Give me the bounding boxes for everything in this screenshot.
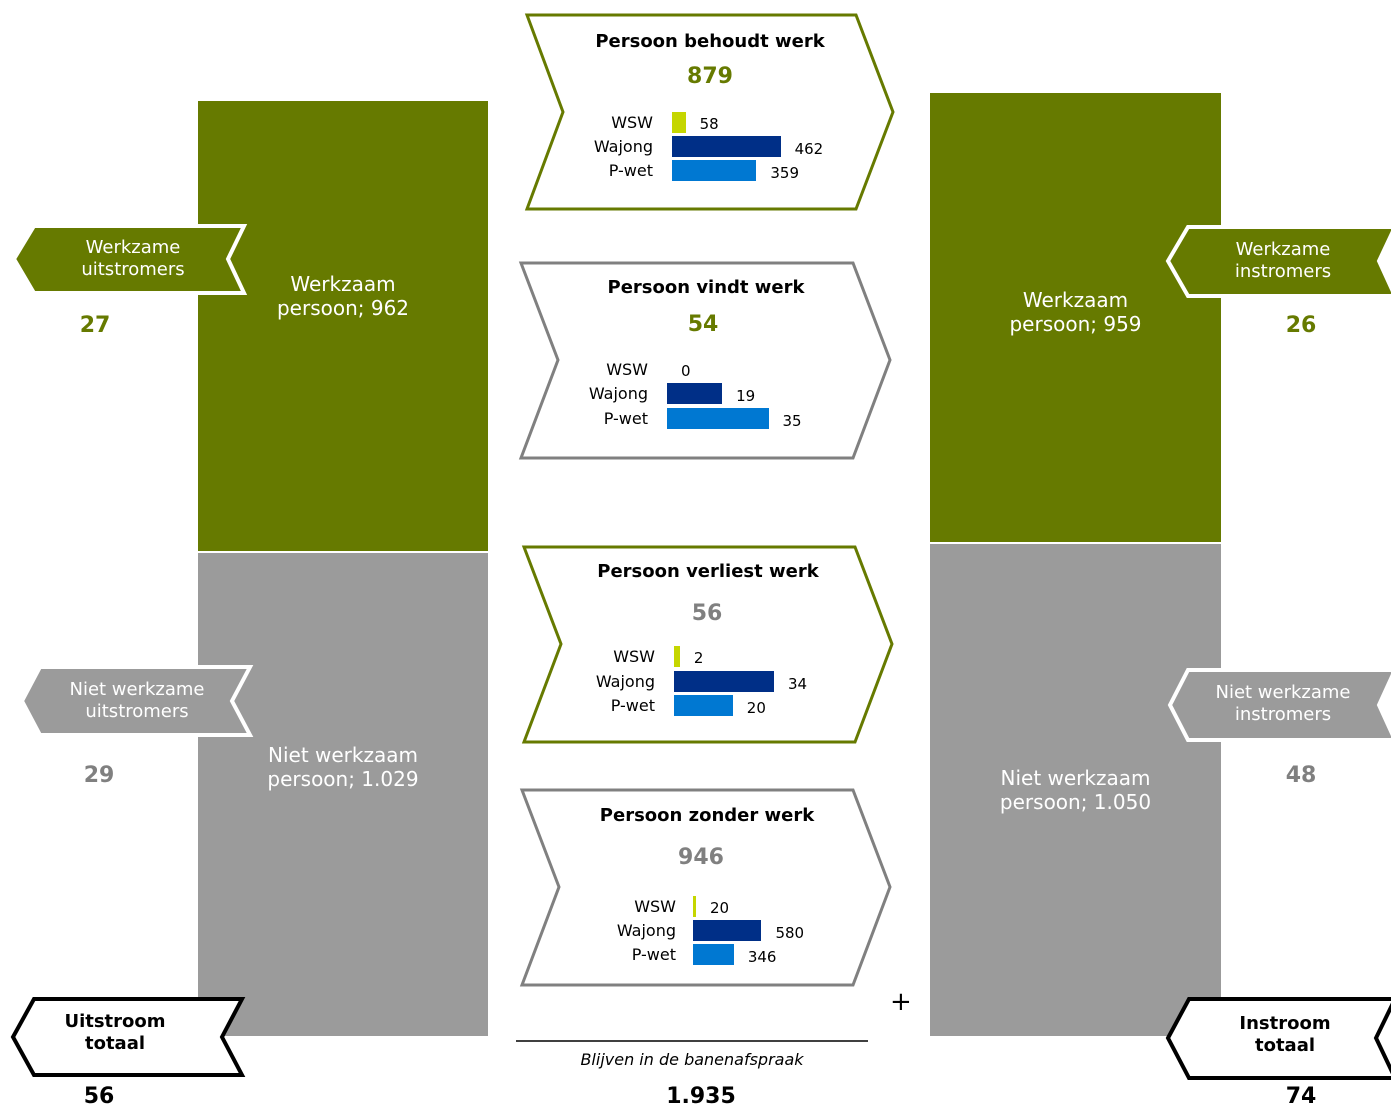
panel-0-value-pwet: 359 (770, 164, 799, 182)
right-total-line1: Instroom (1239, 1013, 1331, 1034)
left-working-out-text: Werkzame uitstromers (40, 237, 226, 281)
right-working-label: Werkzaam (1022, 287, 1129, 312)
left-total-line1: Uitstroom (64, 1011, 166, 1032)
left-working-value: persoon; 962 (276, 296, 410, 320)
panel-1-shape (518, 261, 892, 460)
panel-1-value-wajong: 19 (736, 387, 756, 405)
left-total-tag (10, 997, 246, 1077)
panel-2-value-wsw: 2 (693, 649, 704, 667)
panel-3-total: 946 (678, 845, 724, 870)
right-not-working-in-text: Niet werkzame instromers (1190, 682, 1376, 726)
panel-2-label-pwet: P-wet (610, 696, 655, 715)
panel-3-bar-wajong (693, 920, 762, 941)
right-not-working-in-tag (1167, 668, 1391, 742)
left-working-out-line1: Werkzame (85, 237, 181, 258)
right-working-in-tag (1165, 225, 1391, 298)
right-working-value: persoon; 959 (1009, 311, 1142, 336)
right-working-block: Werkzaam persoon; 959 (930, 93, 1221, 542)
panel-1-title: Persoon vindt werk (607, 277, 805, 298)
panel-2-label-wsw: WSW (613, 647, 655, 666)
panel-0-label-wajong: Wajong (593, 137, 653, 156)
left-not-working-out-line2: uitstromers (85, 701, 189, 722)
panel-2-total: 56 (691, 601, 723, 626)
panel-1-value-pwet: 35 (782, 412, 802, 430)
left-total-text: Uitstroom totaal (40, 1011, 190, 1055)
left-working-label: Werkzaam (290, 272, 396, 296)
panel-0-bar-wsw (672, 112, 686, 133)
panel-3-bar-pwet (693, 944, 734, 965)
left-working-block: Werkzaam persoon; 962 (198, 101, 488, 551)
left-not-working-block: Niet werkzaam persoon; 1.029 (198, 553, 488, 1036)
panel-0-total: 879 (687, 64, 733, 89)
right-working-in-value: 26 (1285, 313, 1317, 338)
panel-2-bar-wsw (674, 646, 680, 667)
left-total-value: 56 (83, 1084, 115, 1109)
panel-1-value-wsw: 0 (681, 362, 691, 380)
panel-3-shape (519, 788, 892, 987)
left-working-out-tag (11, 224, 248, 295)
panel-2-value-wajong: 34 (787, 675, 808, 693)
right-working-in-text: Werkzame instromers (1190, 239, 1376, 283)
left-not-working-out-text: Niet werkzame uitstromers (44, 679, 230, 723)
right-not-working-block: Niet werkzaam persoon; 1.050 (930, 544, 1221, 1036)
panel-3-title: Persoon zonder werk (599, 805, 815, 826)
panel-2-bar-pwet (674, 695, 733, 716)
left-working-out-line2: uitstromers (81, 259, 185, 280)
panel-2-shape (521, 545, 894, 744)
panel-2-title: Persoon verliest werk (597, 561, 819, 582)
left-not-working-value: persoon; 1.029 (267, 767, 419, 791)
right-working-in-line1: Werkzame (1235, 239, 1331, 260)
left-not-working-out-line1: Niet werkzame (69, 679, 205, 700)
panel-1-bar-pwet (667, 408, 769, 429)
panel-0-value-wsw: 58 (699, 115, 719, 133)
panel-0-bar-wajong (672, 136, 781, 157)
panel-0-shape (524, 13, 895, 211)
right-total-value: 74 (1285, 1084, 1317, 1109)
panel-1-bar-wajong (667, 383, 723, 404)
panel-3-label-wajong: Wajong (616, 921, 676, 940)
panel-1-label-pwet: P-wet (603, 409, 648, 428)
panel-0-label-wsw: WSW (611, 113, 653, 132)
panel-2-label-wajong: Wajong (595, 672, 655, 691)
plus-sign: + (890, 987, 912, 1017)
stay-value: 1.935 (666, 1084, 736, 1109)
panel-1-label-wajong: Wajong (588, 384, 648, 403)
right-total-line2: totaal (1254, 1035, 1316, 1056)
right-total-text: Instroom totaal (1205, 1013, 1365, 1057)
panel-1-label-wsw: WSW (606, 360, 648, 379)
right-working-in-line2: instromers (1234, 261, 1332, 282)
left-not-working-out-tag (19, 665, 254, 737)
panel-3-label-pwet: P-wet (631, 945, 676, 964)
panel-3-bar-wsw (693, 896, 696, 917)
right-total-tag (1165, 997, 1391, 1080)
panel-1-total: 54 (687, 312, 719, 337)
right-not-working-value: persoon; 1.050 (999, 790, 1152, 814)
panel-2-value-pwet: 20 (746, 699, 766, 717)
right-not-working-in-value: 48 (1285, 763, 1317, 788)
right-not-working-in-line1: Niet werkzame (1215, 682, 1351, 703)
left-not-working-out-value: 29 (83, 763, 115, 788)
panel-0-value-wajong: 462 (794, 140, 824, 158)
left-working-out-value: 27 (79, 313, 111, 338)
left-total-line2: totaal (84, 1033, 146, 1054)
panel-3-value-pwet: 346 (747, 948, 777, 966)
panel-0-title: Persoon behoudt werk (595, 31, 825, 52)
panel-3-value-wsw: 20 (710, 899, 730, 917)
panel-3-label-wsw: WSW (634, 897, 676, 916)
right-not-working-in-line2: instromers (1234, 704, 1332, 725)
stay-caption: Blijven in de banenafspraak (580, 1050, 804, 1069)
panel-0-bar-pwet (672, 160, 757, 181)
left-not-working-label: Niet werkzaam (268, 743, 418, 767)
panel-0-label-pwet: P-wet (608, 161, 653, 180)
panel-2-bar-wajong (674, 671, 774, 692)
panel-3-value-wajong: 580 (775, 924, 805, 942)
right-not-working-label: Niet werkzaam (1000, 766, 1151, 790)
